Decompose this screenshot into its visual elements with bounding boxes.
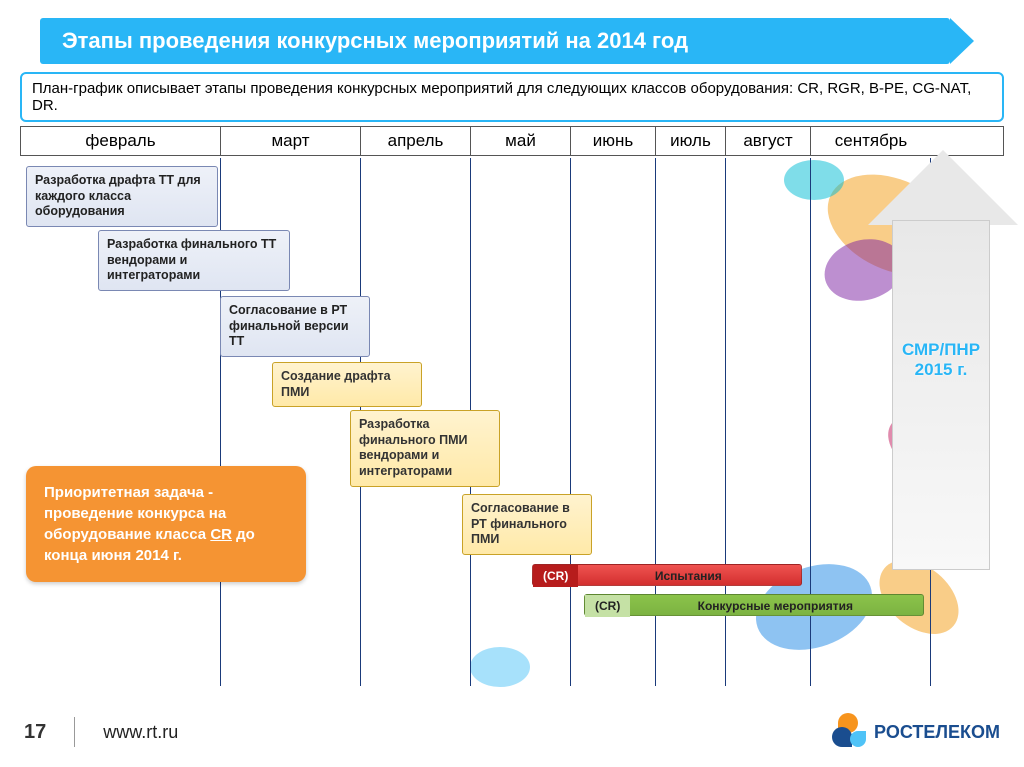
gantt-bar: (CR)Испытания — [532, 564, 802, 586]
page-number: 17 — [24, 721, 46, 744]
gantt-task: Разработка драфта ТТ для каждого класса … — [26, 166, 218, 227]
month-cell: апрель — [361, 127, 471, 155]
gantt-task: Разработка финального ТТ вендорами и инт… — [98, 230, 290, 291]
month-header-row: февральмартапрельмайиюньиюльавгустсентяб… — [20, 126, 1004, 156]
priority-callout: Приоритетная задача - проведение конкурс… — [26, 466, 306, 582]
arrow-label-1: СМР/ПНР — [902, 340, 980, 359]
gantt-task: Согласование в РТ финального ПМИ — [462, 494, 592, 555]
brand-name: РОСТЕЛЕКОМ — [874, 722, 1000, 743]
month-cell: февраль — [21, 127, 221, 155]
month-cell: август — [726, 127, 811, 155]
gantt-task: Создание драфта ПМИ — [272, 362, 422, 407]
month-cell: июнь — [571, 127, 656, 155]
month-cell: июль — [656, 127, 726, 155]
gantt-task: Разработка финального ПМИ вендорами и ин… — [350, 410, 500, 487]
arrow-label-2: 2015 г. — [915, 360, 968, 379]
footer-divider — [74, 717, 75, 747]
slide-title: Этапы проведения конкурсных мероприятий … — [40, 18, 950, 64]
future-arrow: СМР/ПНР 2015 г. — [876, 150, 1006, 570]
month-cell: май — [471, 127, 571, 155]
slide-footer: 17 www.rt.ru РОСТЕЛЕКОМ — [0, 715, 1024, 749]
slide-subtitle: План-график описывает этапы проведения к… — [20, 72, 1004, 122]
logo-icon — [832, 715, 866, 749]
footer-url: www.rt.ru — [103, 722, 178, 743]
brand-logo: РОСТЕЛЕКОМ — [832, 715, 1000, 749]
gantt-chart: февральмартапрельмайиюньиюльавгустсентяб… — [20, 126, 1004, 686]
gantt-bar: (CR)Конкурсные мероприятия — [584, 594, 924, 616]
gantt-task: Согласование в РТ финальной версии ТТ — [220, 296, 370, 357]
month-cell: март — [221, 127, 361, 155]
